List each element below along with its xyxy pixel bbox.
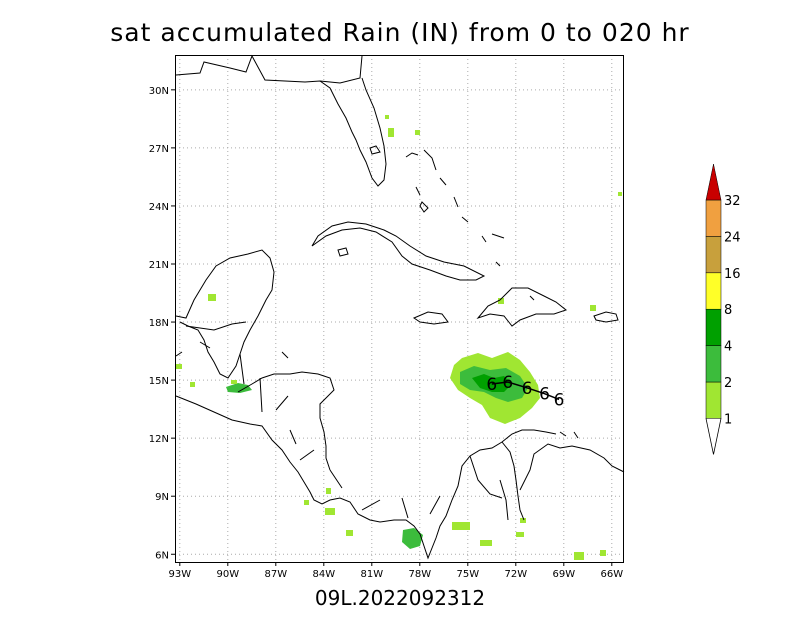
colorbar-label: 24 — [724, 230, 741, 245]
rainfall-swaths — [176, 115, 622, 560]
track-point-marker: 6 — [486, 375, 497, 395]
map-gridlines — [175, 55, 623, 562]
rain-area-main — [450, 352, 540, 424]
coast-jamaica — [412, 311, 449, 325]
colorbar-min-arrow — [705, 418, 722, 455]
coast-venezuela — [501, 441, 625, 521]
colorbar-max-arrow — [705, 163, 722, 201]
colorbar-segment — [705, 308, 722, 346]
x-tick-label: 66W — [600, 569, 623, 580]
y-tick-label: 18N — [149, 318, 169, 329]
coast-borders — [185, 321, 509, 521]
x-tick-label: 87W — [264, 569, 287, 580]
colorbar-label: 4 — [724, 340, 732, 355]
y-tick-label: 9N — [155, 492, 169, 503]
coastlines — [175, 54, 625, 560]
colorbar-segment — [705, 381, 722, 419]
y-tick-label: 21N — [149, 260, 169, 271]
coast-gulf-us — [175, 54, 363, 84]
map-title: sat accumulated Rain (IN) from 0 to 020 … — [110, 18, 690, 47]
colorbar-label: 32 — [724, 194, 741, 209]
rain-area-scattered — [176, 115, 622, 560]
coast-mexico-pacific — [175, 341, 289, 359]
x-tick-label: 72W — [504, 569, 527, 580]
y-axis: 6N 9N 12N 15N 18N 21N 24N 27N 30N — [149, 86, 175, 561]
coast-central-america — [175, 395, 557, 560]
coast-yucatan — [175, 249, 275, 379]
colorbar-label: 8 — [724, 303, 732, 318]
colorbar-segment — [705, 199, 722, 237]
colorbar-segment — [705, 345, 722, 383]
coast-isle-of-youth — [337, 247, 349, 257]
colorbar-label: 2 — [724, 376, 732, 391]
colorbar-segment — [705, 236, 722, 274]
x-tick-label: 69W — [552, 569, 575, 580]
colorbar-label: 1 — [724, 412, 732, 427]
coast-cuba — [311, 221, 486, 281]
coast-florida — [319, 77, 387, 187]
x-tick-label: 75W — [456, 569, 479, 580]
track-point-marker: 6 — [554, 390, 565, 410]
colorbar-segment — [705, 272, 722, 310]
coast-hispaniola — [476, 287, 568, 327]
y-tick-label: 12N — [149, 434, 169, 445]
rain-area-honduras — [226, 383, 252, 393]
coast-puerto-rico — [593, 311, 619, 323]
x-axis: 93W 90W 87W 84W 81W 78W 75W 72W 69W 66W — [168, 562, 623, 580]
coast-small-islands — [495, 261, 579, 439]
map-frame — [175, 55, 624, 563]
x-tick-label: 90W — [216, 569, 239, 580]
colorbar-label: 16 — [724, 267, 741, 282]
x-tick-label: 93W — [168, 569, 191, 580]
y-tick-label: 6N — [155, 550, 169, 561]
coast-central-america-caribbean — [237, 371, 335, 471]
x-tick-label: 78W — [408, 569, 431, 580]
coast-bahamas — [405, 149, 505, 243]
track-point-marker: 6 — [539, 385, 550, 405]
rain-area-panama — [402, 528, 423, 549]
track-point-marker: 6 — [502, 373, 513, 393]
track-point-marker: 6 — [522, 379, 533, 399]
y-tick-label: 15N — [149, 376, 169, 387]
x-tick-label: 81W — [360, 569, 383, 580]
y-tick-label: 24N — [149, 202, 169, 213]
track-line — [491, 381, 560, 401]
storm-id-label: 09L.2022092312 — [314, 586, 486, 610]
y-tick-label: 30N — [149, 86, 169, 97]
y-tick-label: 27N — [149, 144, 169, 155]
x-tick-label: 84W — [312, 569, 335, 580]
coast-lake-okeechobee — [369, 145, 381, 155]
